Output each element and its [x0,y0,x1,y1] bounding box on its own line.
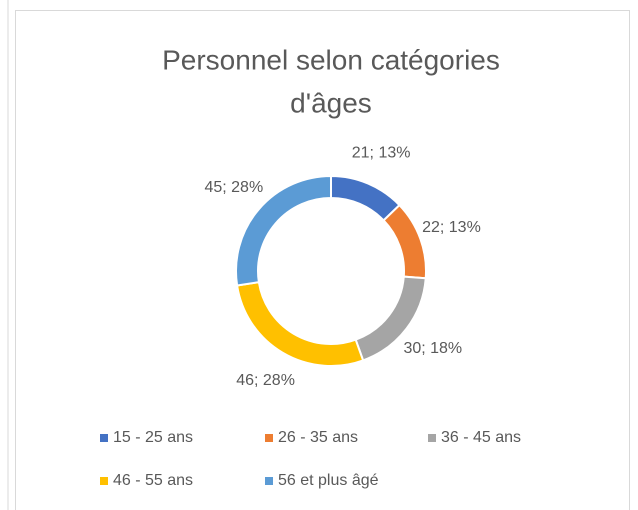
chart-title: d'âges [290,87,372,118]
legend-label: 26 - 35 ans [278,429,358,446]
data-label: 46; 28% [236,372,295,389]
donut-slice [235,174,332,287]
data-label: 21; 13% [352,144,411,161]
legend-swatch [100,477,108,485]
chart-area [15,10,630,510]
data-label: 22; 13% [422,219,481,236]
data-label: 45; 28% [204,179,263,196]
data-label: 30; 18% [403,340,462,357]
legend-swatch [100,434,108,442]
legend-label: 15 - 25 ans [113,429,193,446]
chart-title: Personnel selon catégories [162,44,500,75]
legend-swatch [265,477,273,485]
legend-swatch [265,434,273,442]
legend-label: 56 et plus âgé [278,472,379,489]
legend-label: 46 - 55 ans [113,472,193,489]
legend-swatch [428,434,436,442]
legend-label: 36 - 45 ans [441,429,521,446]
